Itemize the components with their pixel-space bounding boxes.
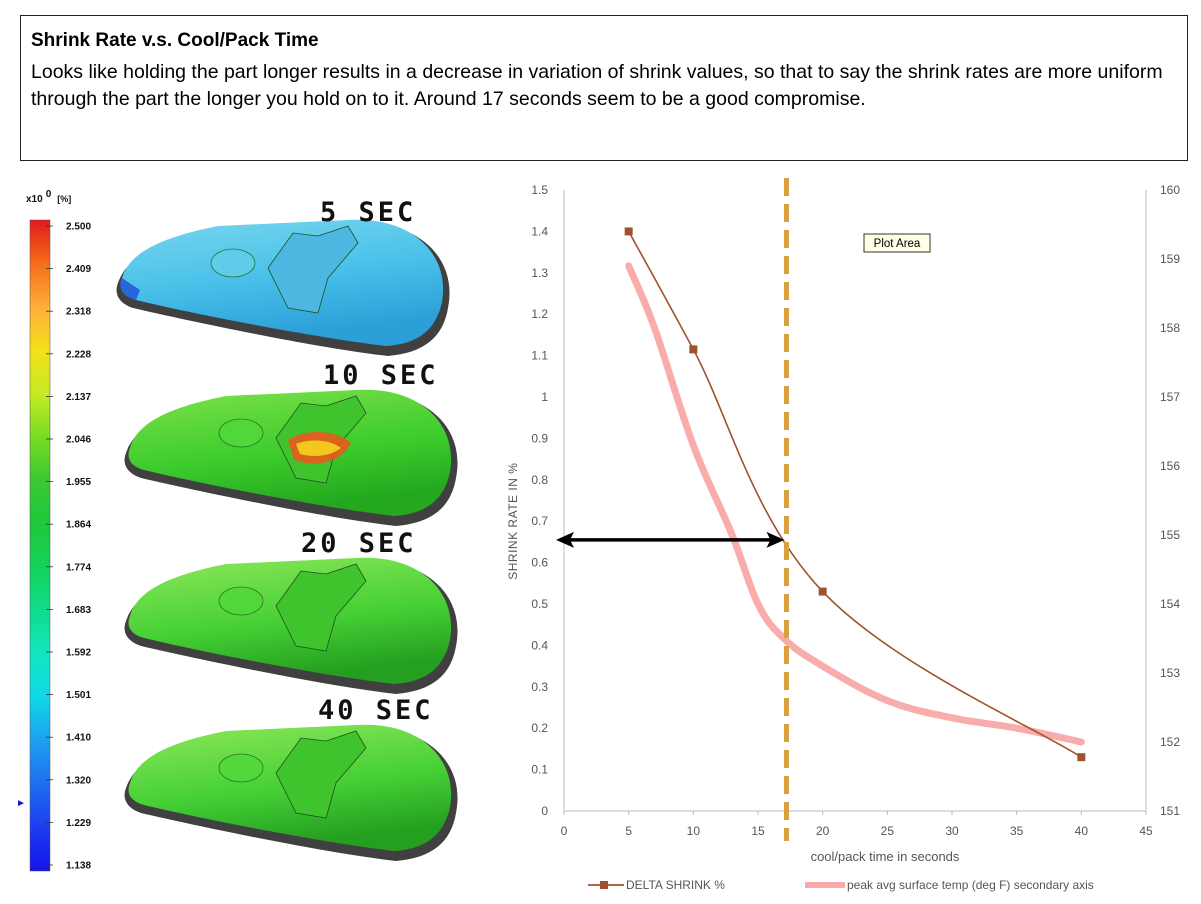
color-scale-tick-label: 2.137 xyxy=(66,392,91,403)
scale-unit-prefix: x10 xyxy=(26,194,43,205)
x-tick-label: 35 xyxy=(1010,824,1024,838)
slide-title: Shrink Rate v.s. Cool/Pack Time xyxy=(31,30,319,51)
x-tick-label: 15 xyxy=(751,824,765,838)
y2-tick-label: 157 xyxy=(1160,390,1180,404)
color-scale-tick-label: 2.409 xyxy=(66,264,91,275)
part-dome xyxy=(218,418,264,448)
plot-area-tooltip-label: Plot Area xyxy=(874,238,921,250)
data-point-delta-shrink xyxy=(624,227,633,236)
y2-tick-label: 156 xyxy=(1160,459,1180,473)
color-scale-tick-label: 2.046 xyxy=(66,435,91,446)
data-point-delta-shrink xyxy=(1077,753,1086,762)
part-render xyxy=(124,724,458,861)
y2-tick-label: 160 xyxy=(1160,183,1180,197)
color-scale-tick-label: 1.683 xyxy=(66,605,91,616)
color-scale-tick-label: 1.592 xyxy=(66,648,91,659)
color-scale-tick-label: 2.318 xyxy=(66,307,91,318)
hotspot-core xyxy=(296,440,341,456)
description-box: Shrink Rate v.s. Cool/Pack Time Looks li… xyxy=(20,15,1188,161)
part-bracket xyxy=(267,225,359,314)
y2-tick-label: 159 xyxy=(1160,252,1180,266)
x-tick-label: 0 xyxy=(561,824,568,838)
scale-marker-icon xyxy=(18,800,24,807)
render-time-label: 5 SEC xyxy=(320,197,416,228)
y-tick-label: 1.1 xyxy=(531,349,548,363)
scale-unit-label: x10 0 [%] xyxy=(26,189,71,205)
render-time-label: 40 SEC xyxy=(318,695,434,726)
legend-marker-delta-shrink xyxy=(600,881,608,889)
y-tick-label: 0.3 xyxy=(531,680,548,694)
legend-label-delta-shrink: DELTA SHRINK % xyxy=(626,878,725,892)
x-tick-label: 20 xyxy=(816,824,830,838)
arrow-right-head-icon xyxy=(766,531,785,548)
part-edge-shade xyxy=(120,278,140,300)
plot-area-tooltip-box xyxy=(863,233,931,253)
color-scale-tick-label: 1.955 xyxy=(66,477,91,488)
y2-tick-label: 153 xyxy=(1160,666,1180,680)
y-tick-label: 0 xyxy=(541,804,548,818)
color-scale-tick-label: 1.320 xyxy=(66,775,91,786)
y-tick-label: 0.7 xyxy=(531,514,548,528)
color-scale-tick-label: 1.410 xyxy=(66,733,91,744)
y-tick-label: 0.9 xyxy=(531,431,548,445)
x-axis-title: cool/pack time in seconds xyxy=(811,849,960,864)
y-tick-label: 0.5 xyxy=(531,597,548,611)
x-tick-label: 40 xyxy=(1075,824,1089,838)
part-render xyxy=(116,219,450,356)
arrow-left-head-icon xyxy=(556,531,574,548)
y-axis-title: SHRINK RATE IN % xyxy=(506,463,520,580)
y2-tick-label: 154 xyxy=(1160,597,1180,611)
y2-tick-label: 155 xyxy=(1160,528,1180,542)
part-dome xyxy=(218,586,264,616)
series-line-delta-shrink xyxy=(627,231,1082,758)
x-tick-label: 45 xyxy=(1139,824,1153,838)
y-tick-label: 1.4 xyxy=(531,224,548,238)
x-tick-label: 30 xyxy=(945,824,959,838)
y-tick-label: 1.2 xyxy=(531,307,548,321)
color-scale-tick-label: 1.138 xyxy=(66,861,91,872)
color-scale-bar xyxy=(29,219,51,872)
shrink-rate-chart: 0 0.1 0.2 0.3 0.4 0.5 0.6 0.7 0.8 0.9 1 1.1 1.2 1.3 1.… xyxy=(506,178,1180,892)
y2-tick-label: 152 xyxy=(1160,735,1180,749)
x-tick-label: 10 xyxy=(687,824,701,838)
series-line-surface-temp xyxy=(625,262,1085,746)
color-scale-tick-label: 2.228 xyxy=(66,349,91,360)
simulation-results-panel: x10 0 [%] 2.500 2.409 2.318 2.228 2.137 2.046 1.9… xyxy=(18,189,458,872)
legend-label-surface-temp: peak avg surface temp (deg F) secondary … xyxy=(847,878,1094,892)
y-tick-label: 1 xyxy=(541,390,548,404)
y-tick-label: 1.3 xyxy=(531,266,548,280)
y-tick-label: 0.8 xyxy=(531,473,548,487)
y2-tick-label: 151 xyxy=(1160,804,1180,818)
x-tick-label: 25 xyxy=(881,824,895,838)
render-time-label: 20 SEC xyxy=(301,528,417,559)
x-tick-label: 5 xyxy=(625,824,632,838)
y-tick-label: 0.1 xyxy=(531,763,548,777)
part-render xyxy=(124,389,458,526)
y-tick-label: 1.5 xyxy=(531,183,548,197)
scale-unit-exponent: 0 xyxy=(46,189,52,200)
data-point-delta-shrink xyxy=(689,345,698,354)
color-scale-tick-label: 1.229 xyxy=(66,818,91,829)
part-dome xyxy=(218,753,264,783)
part-dome xyxy=(210,248,256,278)
slide-description: Looks like holding the part longer resul… xyxy=(31,61,1163,110)
color-scale-tick-label: 1.864 xyxy=(66,520,91,531)
y-tick-label: 0.2 xyxy=(531,721,548,735)
y-tick-label: 0.4 xyxy=(531,638,548,652)
color-scale-tick-label: 1.774 xyxy=(66,562,91,573)
part-bracket xyxy=(275,563,367,652)
render-time-label: 10 SEC xyxy=(323,360,439,391)
part-render xyxy=(124,557,458,694)
y2-tick-label: 158 xyxy=(1160,321,1180,335)
color-scale-tick-label: 2.500 xyxy=(66,222,91,233)
color-scale-tick-label: 1.501 xyxy=(66,690,91,701)
scale-unit: [%] xyxy=(57,194,71,204)
data-point-delta-shrink xyxy=(818,587,827,596)
y-tick-label: 0.6 xyxy=(531,556,548,570)
part-bracket xyxy=(275,730,367,819)
